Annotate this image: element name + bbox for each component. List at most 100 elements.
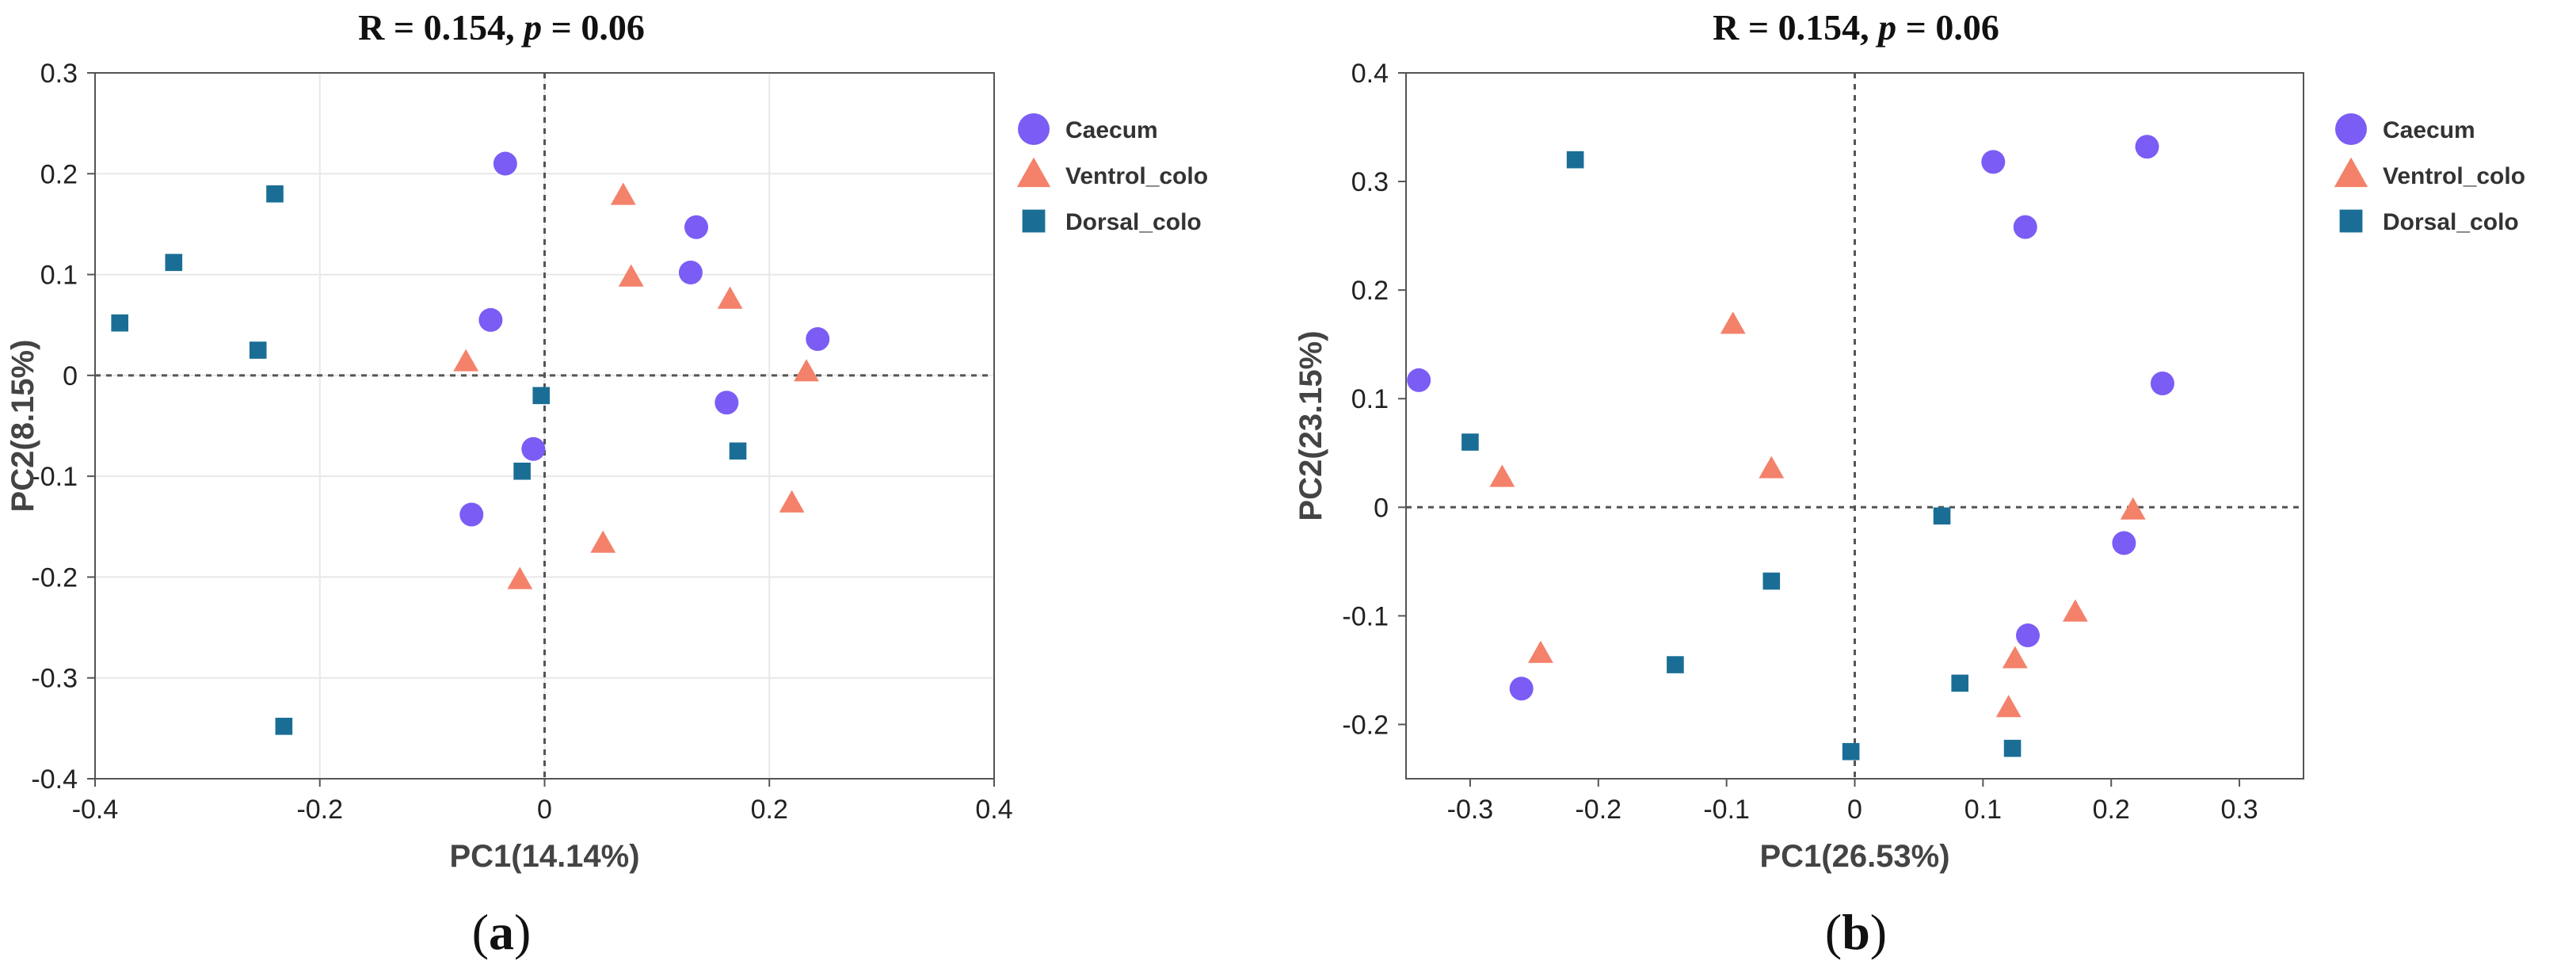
panel-a-dorsal-colon-point [275, 718, 293, 735]
panel-a-dorsal-colon-point [266, 185, 284, 203]
panel-b-ventrol-colon-point [1528, 640, 1553, 663]
panel-a-series-caecum [459, 151, 830, 527]
panel-a-dorsal-colon-point [532, 387, 551, 405]
panel-b-y-tick-label: 0 [1374, 493, 1389, 523]
panel-a-caecum-point [521, 437, 546, 461]
panel-a-y-tick-label: -0.2 [31, 562, 78, 593]
panel-b-title-p-value: = 0.06 [1896, 7, 1999, 48]
panel-a-ventrol-colon-point [779, 490, 805, 513]
panel-a-dorsal-colon-point [165, 254, 183, 272]
panel-b-caecum-point [2112, 531, 2136, 555]
panel-b-panel-label: (b) [1825, 904, 1887, 960]
panel-b-caecum-point [2013, 215, 2037, 239]
panel-a-ventrol-colon-point [618, 264, 644, 287]
panel-a-chart: -0.4 -0.2 0 0.2 0.4 -0.4 -0.3 -0.2 -0.1 0 0.1 0.2 0.… [6, 7, 1208, 960]
panel-a-x-tick-label: 0 [537, 795, 552, 825]
panel-a-series-ventrol-colon [453, 182, 819, 589]
panel-a-x-axis-label: PC1(14.14%) [449, 839, 639, 874]
panel-a-ventrol-colon-point [717, 286, 743, 309]
panel-b-ventrol-colon-point [1489, 464, 1515, 487]
panel-b-series-caecum [1407, 135, 2174, 701]
panel-a-panel-label-open: ( [472, 904, 489, 960]
panel-a-caecum-point [806, 327, 830, 352]
panel-a-dorsal-colon-point [249, 341, 267, 359]
panel-b-caecum-point [2016, 623, 2041, 648]
panel-b-title-stat: R = 0.154, [1713, 7, 1878, 48]
panel-a-y-tick-label: -0.3 [31, 664, 78, 694]
panel-b-x-tick-label: 0.2 [2093, 795, 2130, 825]
panel-a-y-tick-label: -0.4 [31, 764, 78, 795]
panel-b-dorsal-colon-point [1667, 656, 1684, 673]
panel-b-caecum-point [1509, 677, 1534, 701]
panel-b-panel-label-close: ) [1870, 904, 1887, 960]
panel-b-x-tick-label: -0.3 [1447, 795, 1494, 825]
panel-a-caecum-point [684, 215, 709, 239]
panel-a-title-p-value: = 0.06 [542, 7, 645, 48]
panel-b-x-tick-label: -0.1 [1703, 795, 1750, 825]
panel-b-x-tick-label: 0.1 [1964, 795, 2002, 825]
panel-a-caecum-point [478, 307, 503, 332]
panel-b-ventrol-colon-point [2002, 646, 2028, 669]
panel-b-y-tick-label: -0.1 [1342, 601, 1389, 631]
panel-a-y-tick-label: 0 [63, 361, 78, 391]
panel-a-panel-label: (a) [472, 904, 532, 960]
panel-b-y-tick-label: -0.2 [1342, 710, 1389, 740]
panel-a-legend-label-caecum: Caecum [1065, 117, 1158, 143]
panel-a-ventrol-colon-point [794, 359, 819, 382]
panel-a-series-dorsal-colon [111, 185, 747, 735]
panel-a-y-tick-label: 0.2 [40, 159, 78, 189]
panel-a-legend-label-dorsal-colon: Dorsal_colo [1065, 209, 1202, 235]
panel-a-panel-label-close: ) [514, 904, 531, 960]
panel-a-dorsal-colon-point [111, 314, 129, 332]
panel-b-y-tick-label: 0.3 [1351, 167, 1389, 197]
panel-b-ventrol-colon-point [1995, 695, 2022, 718]
panel-a-x-tick-label: 0.4 [975, 795, 1012, 825]
panel-a-legend-marker-ventrol-colon [1016, 157, 1051, 188]
panel-b-dorsal-colon-point [1951, 674, 1969, 692]
panel-b-x-axis-label: PC1(26.53%) [1759, 839, 1949, 874]
panel-a-caecum-point [678, 261, 703, 285]
panel-b-y-tick-label: 0.4 [1351, 59, 1389, 89]
panel-a-ventrol-colon-point [590, 530, 616, 553]
panel-b-ventrol-colon-point [1759, 456, 1785, 478]
panel-a-y-tick-label: 0.1 [40, 261, 78, 291]
panel-a-title-stat: R = 0.154, [358, 7, 524, 48]
panel-b-chart: -0.3 -0.2 -0.1 0 0.1 0.2 0.3 -0.2 -0.1 0 0.1 0.2 0.3… [1294, 7, 2525, 960]
panel-b-series-ventrol-colon [1489, 311, 2146, 718]
panel-b-legend-label-dorsal-colon: Dorsal_colo [2383, 209, 2519, 235]
panel-b-dorsal-colon-point [1461, 433, 1479, 451]
panel-b-x-tick-label: -0.2 [1575, 795, 1621, 825]
panel-b-title-p-symbol: p [1875, 7, 1896, 48]
panel-b-caecum-point [1981, 150, 2006, 174]
panel-b-x-tick-label: 0 [1847, 795, 1862, 825]
panel-a-x-tick-label: -0.2 [296, 795, 343, 825]
panel-a-caecum-point [493, 151, 517, 176]
panel-b-legend-marker-ventrol-colon [2334, 157, 2368, 188]
panel-a-dorsal-colon-point [513, 462, 531, 480]
panel-a-legend-marker-caecum [1018, 113, 1050, 145]
panel-b-legend-label-ventrol-colon: Ventrol_colo [2383, 163, 2525, 189]
panel-b-dorsal-colon-point [1842, 742, 1860, 761]
panel-b-panel-label-open: ( [1825, 904, 1842, 960]
panel-b-ventrol-colon-point [2062, 599, 2088, 622]
panel-b-legend-marker-dorsal-colon [2339, 209, 2363, 233]
panel-b-dorsal-colon-point [2003, 739, 2022, 757]
panel-a-x-tick-label: 0.2 [751, 795, 788, 825]
panel-a-legend-label-ventrol-colon: Ventrol_colo [1065, 163, 1208, 189]
panel-b-ventrol-colon-point [1720, 311, 1746, 334]
panel-a-caecum-point [459, 502, 484, 527]
panel-b-x-tick-label: 0.3 [2220, 795, 2258, 825]
panel-b-ventrol-colon-point [2120, 497, 2146, 520]
panel-a-legend-marker-dorsal-colon [1022, 209, 1046, 233]
panel-b-legend-label-caecum: Caecum [2383, 117, 2475, 143]
panel-b-legend-marker-caecum [2335, 113, 2367, 145]
panel-b-panel-label-letter: b [1842, 904, 1870, 960]
panel-a-title-p-symbol: p [520, 7, 542, 48]
panel-b-y-axis-label: PC2(23.15%) [1294, 330, 1328, 520]
panel-a-title: R = 0.154, p = 0.06 [358, 7, 645, 48]
panel-a-y-tick-label: 0.3 [40, 59, 78, 89]
panel-a-dorsal-colon-point [729, 442, 747, 460]
panel-b-caecum-point [2135, 135, 2159, 159]
